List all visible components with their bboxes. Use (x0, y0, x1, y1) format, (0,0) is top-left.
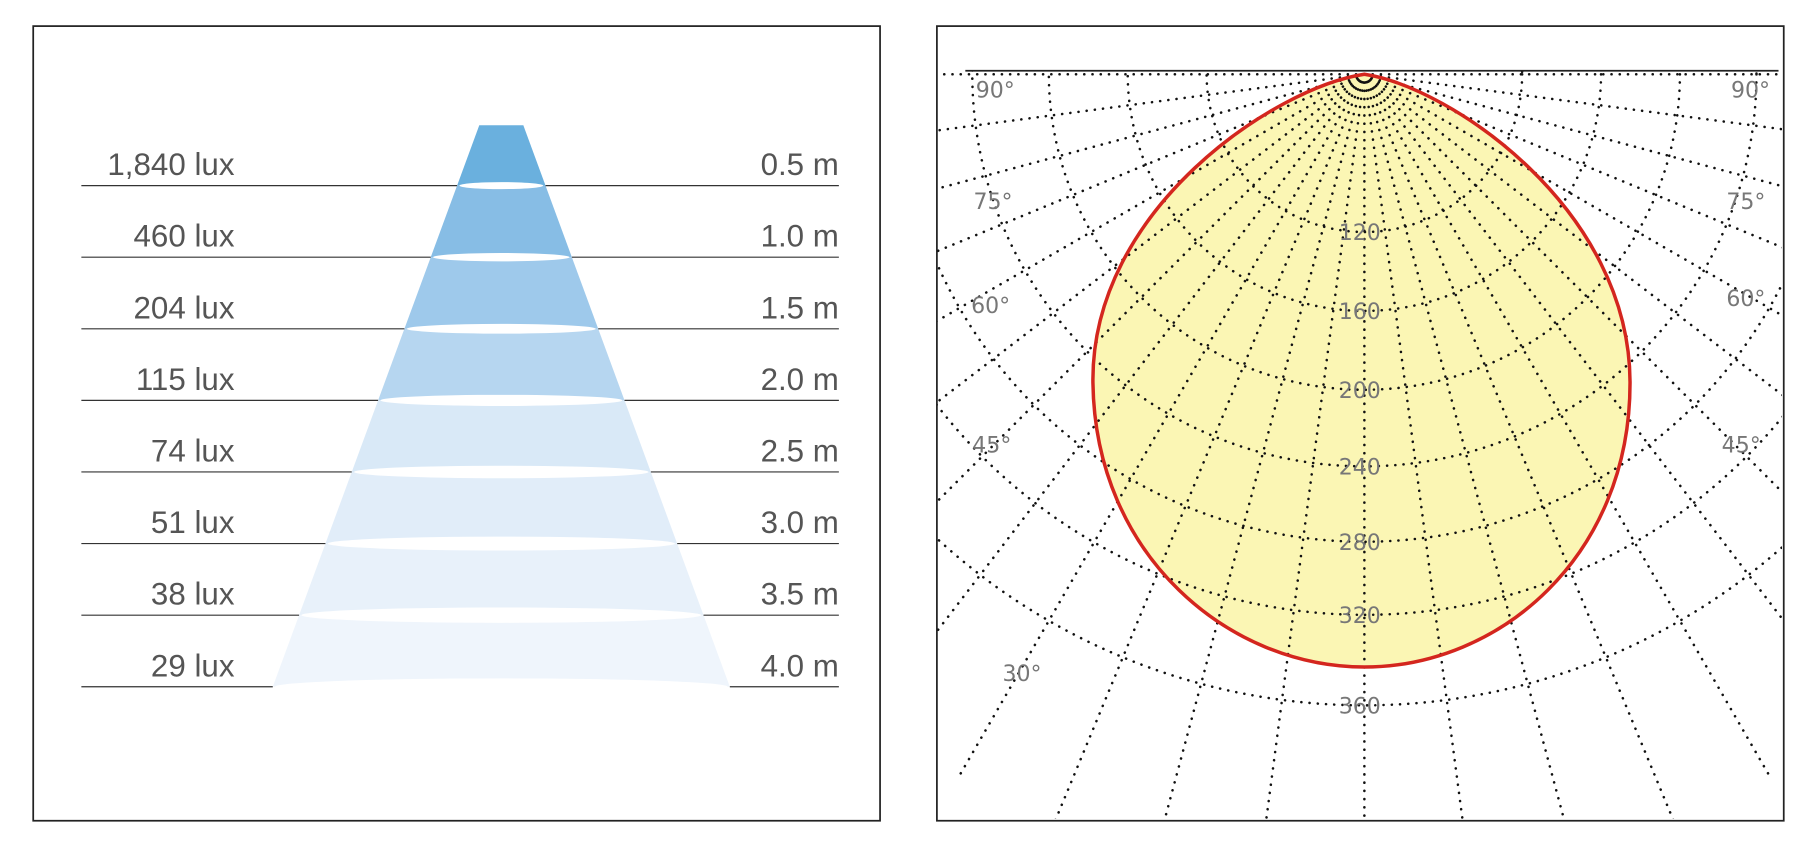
beam-band (299, 543, 704, 616)
beam-band (457, 125, 546, 186)
distance-label: 3.5 m (761, 577, 839, 612)
grid-ring (937, 403, 1783, 616)
beam-band (404, 257, 599, 329)
intensity-curve (1092, 74, 1631, 668)
radial-label: 280 (1339, 531, 1381, 556)
radial-label: 120 (1339, 221, 1381, 246)
grid-spoke (957, 72, 1366, 779)
distance-label: 1.0 m (761, 219, 839, 254)
distance-label: 3.0 m (761, 505, 839, 540)
beam-ellipse (406, 323, 596, 334)
grid-ring (1126, 70, 1603, 313)
beam-ellipse (327, 536, 675, 551)
distance-label: 0.5 m (761, 147, 839, 182)
illuminance-label: 115 lux (136, 362, 235, 397)
beam-ellipse (459, 182, 544, 190)
angle-label: 90° (1731, 78, 1770, 103)
distance-label: 1.5 m (761, 290, 839, 325)
grid-spoke (1363, 72, 1675, 819)
grid-spoke (1363, 72, 1464, 819)
angle-label: 45° (972, 433, 1011, 458)
angle-label: 90° (976, 78, 1015, 103)
angle-label: 30° (1002, 662, 1041, 687)
illuminance-label: 51 lux (151, 505, 235, 540)
beam-ellipse (433, 253, 570, 262)
angle-label: 45° (1722, 433, 1761, 458)
grid-spoke (1363, 72, 1783, 621)
grid-spoke (1363, 72, 1772, 779)
radial-label: 240 (1339, 455, 1381, 480)
illuminance-label: 38 lux (151, 577, 235, 612)
beam-band (272, 615, 730, 687)
radial-label: 320 (1339, 604, 1381, 629)
angle-label: 75° (973, 190, 1012, 215)
polar-grid (937, 70, 1783, 819)
angle-label: 60° (971, 294, 1010, 319)
illuminance-label: 74 lux (151, 434, 235, 469)
grid-ring (1047, 70, 1682, 391)
illuminance-label: 1,840 lux (107, 147, 234, 182)
distance-label: 4.0 m (761, 648, 839, 683)
angle-label: 60° (1726, 287, 1765, 312)
beam-band (325, 471, 678, 544)
polar-diagram: 120 160 200 240 280 320 360 90° 75° 60° 45° 30° 90° 7… (937, 69, 1783, 819)
beam-band (430, 185, 572, 258)
intensity-outline (1091, 72, 1632, 669)
beam-band (378, 328, 625, 401)
beam-diagram: 1,840 lux 0.5 m 460 lux 1.0 m 204 lux 1.5 m 11… (81, 125, 839, 696)
radial-label: 360 (1339, 694, 1381, 719)
grid-ring (971, 70, 1758, 468)
beam-ellipse (354, 465, 649, 479)
distance-label: 2.5 m (761, 434, 839, 469)
radial-label: 160 (1339, 300, 1381, 325)
grid-spoke (1163, 72, 1366, 819)
illuminance-label: 204 lux (134, 290, 235, 325)
angle-label: 75° (1726, 190, 1765, 215)
illuminance-label: 460 lux (134, 219, 235, 254)
illuminance-label: 29 lux (151, 648, 235, 683)
beam-ellipse (301, 607, 702, 623)
grid-ring (937, 261, 1783, 543)
grid-spoke (937, 72, 1366, 633)
grid-spoke (1363, 72, 1566, 819)
beam-ellipse (380, 394, 623, 406)
beam-ellipse (275, 678, 728, 696)
grid-spoke (1054, 72, 1366, 819)
distance-label: 2.0 m (761, 362, 839, 397)
radial-label: 200 (1339, 379, 1381, 404)
beam-band (351, 400, 651, 472)
grid-spoke (1265, 72, 1366, 819)
